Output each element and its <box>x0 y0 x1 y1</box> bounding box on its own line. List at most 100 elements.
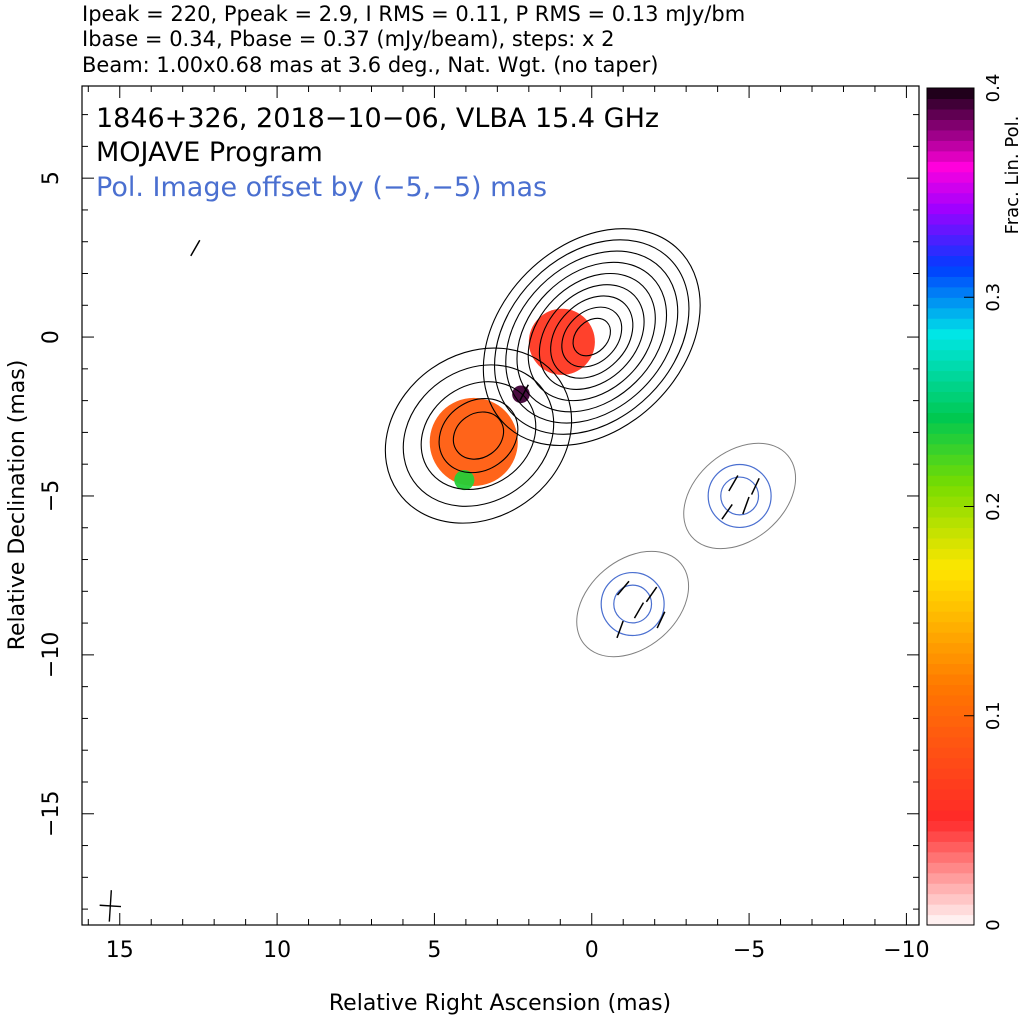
colorbar-swatch <box>927 590 974 602</box>
colorbar-swatch <box>927 464 974 476</box>
colorbar-swatch <box>927 244 974 256</box>
colorbar: 0 0.1 0.2 0.3 0.4 <box>926 74 1004 931</box>
intensity-contour <box>482 228 701 447</box>
evpa-vector <box>750 477 760 495</box>
colorbar-swatch <box>927 360 974 372</box>
plot-content <box>99 228 797 922</box>
evpa-vector <box>721 504 733 520</box>
offset-pol-contour <box>707 463 772 529</box>
colorbar-swatch <box>927 736 974 748</box>
colorbar-swatch <box>927 108 974 120</box>
colorbar-label: Frac. Lin. Pol. <box>1002 116 1023 235</box>
offset-pol-contour <box>720 476 760 516</box>
intensity-contour <box>452 411 505 460</box>
colorbar-swatch <box>927 433 974 445</box>
evpa-vector <box>519 384 529 401</box>
colorbar-swatch <box>927 161 974 173</box>
colorbar-tick-label: 0.2 <box>983 492 1004 521</box>
colorbar-tick-label: 0.4 <box>983 74 1004 103</box>
colorbar-swatch <box>927 914 974 926</box>
colorbar-swatch <box>927 182 974 194</box>
evpa-vector <box>645 586 658 603</box>
colorbar-swatch <box>927 673 974 685</box>
offset-pol-outer-contour <box>683 442 797 550</box>
x-tick-label: 10 <box>263 938 291 963</box>
y-tick-label: 5 <box>39 171 64 185</box>
colorbar-swatch <box>927 234 974 246</box>
source-annotation: 1846+326, 2018−10−06, VLBA 15.4 GHz <box>96 103 659 134</box>
colorbar-swatch <box>927 883 974 895</box>
colorbar-swatch <box>927 454 974 466</box>
colorbar-swatch <box>927 694 974 706</box>
intensity-contour <box>561 306 623 368</box>
colorbar-swatch <box>927 799 974 811</box>
x-tick-label: −5 <box>733 938 765 963</box>
colorbar-swatch <box>927 192 974 204</box>
colorbar-swatch <box>927 726 974 738</box>
colorbar-swatch <box>927 558 974 570</box>
colorbar-swatch <box>927 422 974 434</box>
colorbar-swatch <box>927 412 974 424</box>
colorbar-swatch <box>927 88 974 100</box>
colorbar-swatch <box>927 705 974 717</box>
plot-frame <box>81 85 920 926</box>
colorbar-swatch <box>927 265 974 277</box>
colorbar-swatch <box>927 904 974 916</box>
evpa-vector <box>190 239 201 257</box>
colorbar-swatch <box>927 150 974 162</box>
colorbar-swatch <box>927 119 974 131</box>
colorbar-swatch <box>927 203 974 215</box>
colorbar-swatch <box>927 496 974 508</box>
colorbar-swatch <box>927 569 974 581</box>
colorbar-swatch <box>927 684 974 696</box>
colorbar-swatch <box>927 527 974 539</box>
colorbar-swatch <box>927 809 974 821</box>
colorbar-swatch <box>927 537 974 549</box>
colorbar-swatch <box>927 872 974 884</box>
colorbar-swatch <box>927 611 974 623</box>
colorbar-swatch <box>927 600 974 612</box>
intensity-contour <box>538 284 645 390</box>
colorbar-swatch <box>927 391 974 403</box>
colorbar-swatch <box>927 307 974 319</box>
colorbar-swatch <box>927 768 974 780</box>
colorbar-swatch <box>927 715 974 727</box>
x-axis-label: Relative Right Ascension (mas) <box>329 991 671 1016</box>
offset-pol-contour <box>613 584 653 624</box>
colorbar-swatch <box>927 652 974 665</box>
header-line-2: Ibase = 0.34, Pbase = 0.37 (mJy/beam), s… <box>82 27 615 51</box>
colorbar-swatch <box>927 297 974 309</box>
colorbar-swatch <box>927 286 974 298</box>
colorbar-swatch <box>927 370 974 382</box>
x-tick-label: 15 <box>106 938 134 963</box>
colorbar-swatch <box>927 516 974 529</box>
colorbar-swatch <box>927 129 974 141</box>
intensity-contour <box>527 272 656 402</box>
y-tick-label: −15 <box>39 791 64 837</box>
colorbar-swatch <box>927 841 974 853</box>
colorbar-swatch <box>927 328 974 340</box>
colorbar-swatch <box>927 548 974 560</box>
evpa-vector <box>728 475 739 492</box>
intensity-contour <box>516 261 668 413</box>
offset-pol-contour <box>600 571 665 637</box>
colorbar-swatch <box>927 506 974 518</box>
colorbar-swatch <box>927 663 974 675</box>
colorbar-swatch <box>927 893 974 905</box>
intensity-contour <box>550 295 634 379</box>
y-axis-label: Relative Declination (mas) <box>5 360 30 651</box>
colorbar-swatch <box>927 339 974 351</box>
x-tick-label: 0 <box>585 938 599 963</box>
x-tick-label: −10 <box>883 938 929 963</box>
evpa-vector <box>616 620 624 639</box>
evpa-vector <box>742 496 750 515</box>
colorbar-swatch <box>927 276 974 288</box>
colorbar-tick-label: 0 <box>983 919 1004 930</box>
intensity-contour <box>572 317 611 357</box>
beam-minor-axis <box>99 904 122 908</box>
colorbar-swatch <box>927 213 974 225</box>
program-annotation: MOJAVE Program <box>96 137 323 168</box>
offset-pol-outer-contour <box>576 550 690 658</box>
x-tick-label: 5 <box>427 938 441 963</box>
